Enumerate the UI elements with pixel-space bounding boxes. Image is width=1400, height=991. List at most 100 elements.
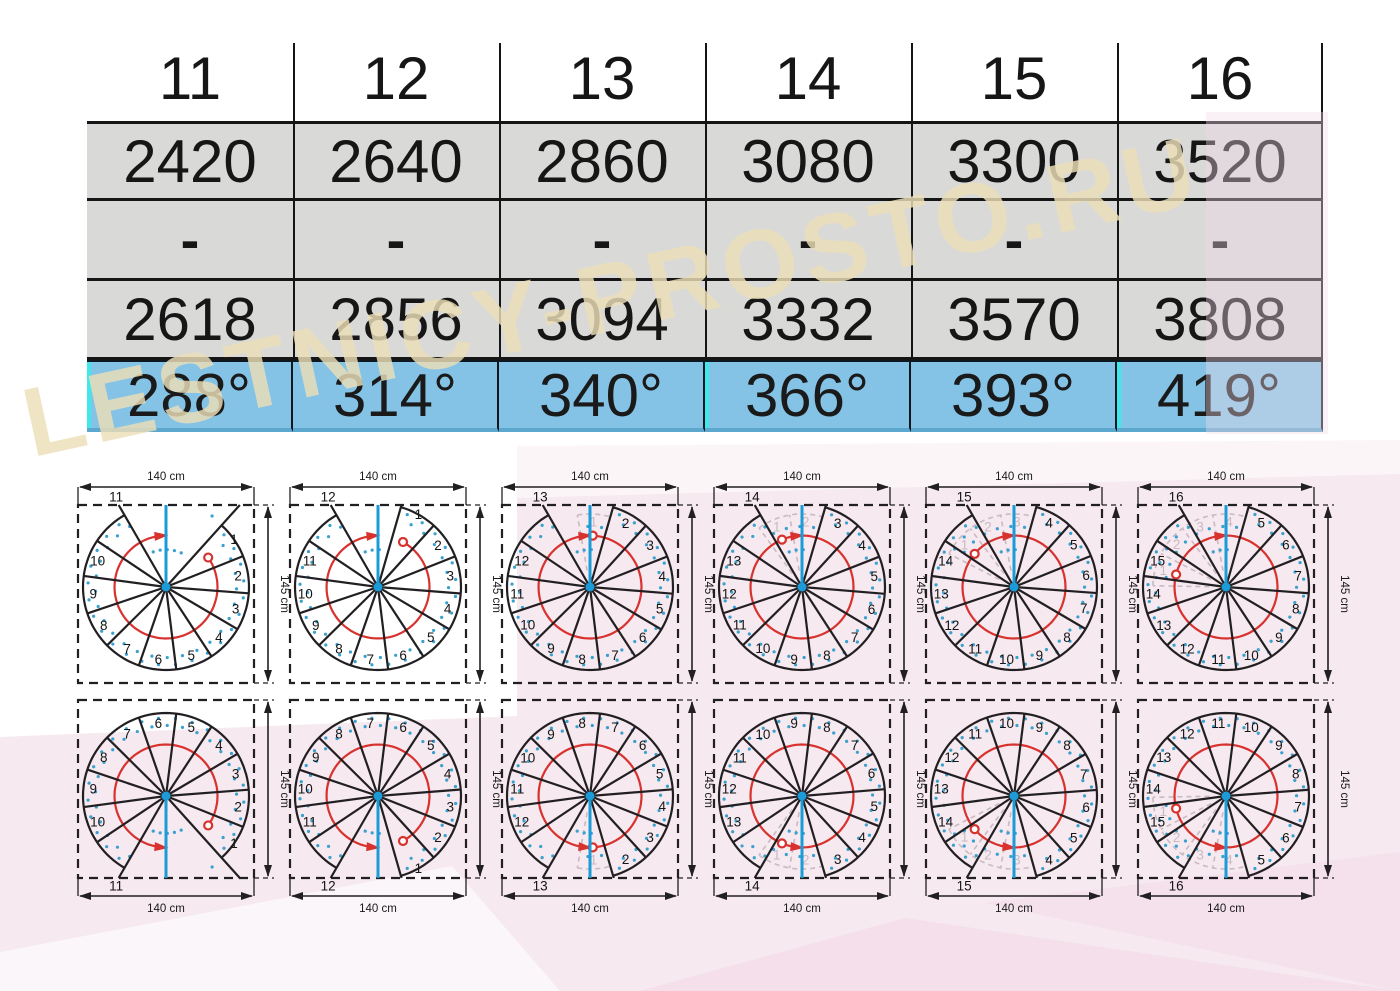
svg-text:5: 5	[871, 799, 879, 814]
table-cell-height-min: 3300	[947, 127, 1081, 195]
svg-text:8: 8	[823, 648, 831, 663]
svg-text:6: 6	[1282, 538, 1290, 553]
rotation-value: 288°	[126, 361, 252, 429]
svg-text:140 cm: 140 cm	[571, 471, 609, 483]
svg-text:10: 10	[520, 750, 535, 765]
svg-text:140 cm: 140 cm	[147, 471, 185, 483]
table-row-separator: - - - - - -	[87, 201, 1323, 278]
svg-text:1: 1	[230, 532, 238, 547]
svg-text:3: 3	[446, 569, 454, 584]
hidden-steps: 1	[576, 513, 611, 571]
svg-text:13: 13	[1156, 618, 1171, 633]
svg-text:1: 1	[961, 537, 969, 552]
svg-text:12: 12	[1180, 641, 1195, 656]
table-row-height-max: 2618 2856 3094 3332 3570 3808	[87, 281, 1323, 357]
table-cell-height-min: 2640	[329, 127, 463, 195]
svg-text:6: 6	[399, 720, 407, 735]
svg-text:14: 14	[745, 489, 761, 504]
svg-text:3: 3	[646, 538, 654, 553]
table-cell-rotation: 393°	[911, 360, 1117, 432]
svg-text:12: 12	[944, 750, 959, 765]
rotation-value: 314°	[332, 361, 458, 429]
svg-text:13: 13	[934, 781, 949, 796]
svg-text:145 cm: 145 cm	[1338, 770, 1350, 808]
svg-text:9: 9	[1036, 648, 1044, 663]
table-cell-dash: -	[1004, 208, 1024, 271]
svg-text:8: 8	[578, 716, 586, 731]
svg-text:4: 4	[858, 830, 866, 845]
svg-text:11: 11	[510, 782, 524, 797]
svg-text:11: 11	[733, 750, 747, 765]
svg-text:8: 8	[578, 652, 586, 667]
svg-text:5: 5	[427, 738, 435, 753]
svg-text:140 cm: 140 cm	[359, 471, 397, 483]
svg-text:7: 7	[611, 648, 619, 663]
rotation-value: 419°	[1156, 361, 1282, 429]
svg-text:2: 2	[434, 538, 442, 553]
svg-text:10: 10	[999, 716, 1014, 731]
svg-text:10: 10	[90, 554, 105, 569]
svg-text:3: 3	[446, 799, 454, 814]
svg-text:8: 8	[1292, 767, 1300, 782]
svg-text:5: 5	[871, 569, 879, 584]
svg-text:2: 2	[234, 568, 242, 583]
table-cell-rotation: 340°	[499, 360, 705, 432]
svg-text:140 cm: 140 cm	[995, 903, 1033, 915]
svg-text:7: 7	[611, 720, 619, 735]
svg-text:10: 10	[1244, 648, 1259, 663]
svg-text:15: 15	[957, 879, 972, 894]
rotation-value: 366°	[744, 361, 870, 429]
svg-text:7: 7	[1294, 568, 1302, 583]
svg-text:140 cm: 140 cm	[783, 903, 821, 915]
svg-text:12: 12	[321, 879, 336, 894]
svg-text:2: 2	[622, 852, 630, 867]
svg-text:3: 3	[232, 767, 240, 782]
svg-text:13: 13	[726, 554, 741, 569]
spec-table: 11 12 13 14 15 16 2420 2640 2860 3080 33…	[87, 35, 1323, 432]
table-row-step-counts: 11 12 13 14 15 16	[87, 35, 1323, 121]
svg-text:8: 8	[335, 641, 343, 656]
svg-text:140 cm: 140 cm	[1207, 903, 1245, 915]
svg-text:7: 7	[367, 716, 375, 731]
svg-text:14: 14	[745, 879, 761, 894]
svg-text:10: 10	[755, 641, 770, 656]
svg-text:140 cm: 140 cm	[1207, 471, 1245, 483]
table-cell-steps: 14	[774, 44, 842, 112]
svg-text:7: 7	[367, 652, 375, 667]
table-cell-height-min: 3520	[1153, 127, 1287, 195]
svg-text:10: 10	[755, 727, 770, 742]
svg-text:5: 5	[1257, 852, 1265, 867]
svg-text:10: 10	[999, 652, 1014, 667]
svg-text:11: 11	[968, 727, 982, 742]
center-pole	[161, 505, 171, 592]
cyan-accent	[1117, 362, 1121, 428]
svg-text:11: 11	[109, 489, 123, 504]
svg-text:6: 6	[155, 716, 163, 731]
svg-text:13: 13	[533, 879, 548, 894]
svg-text:10: 10	[1244, 720, 1259, 735]
svg-text:12: 12	[944, 618, 959, 633]
svg-text:8: 8	[823, 720, 831, 735]
table-cell-dash: -	[386, 208, 406, 271]
svg-text:140 cm: 140 cm	[359, 903, 397, 915]
svg-text:9: 9	[312, 750, 320, 765]
svg-text:14: 14	[938, 554, 954, 569]
svg-text:8: 8	[100, 750, 108, 765]
svg-text:9: 9	[90, 586, 98, 601]
svg-text:2: 2	[434, 830, 442, 845]
svg-text:11: 11	[109, 879, 123, 894]
table-cell-height-min: 2860	[535, 127, 669, 195]
svg-text:5: 5	[187, 720, 195, 735]
svg-text:11: 11	[733, 618, 747, 633]
table-cell-dash: -	[1210, 208, 1230, 271]
svg-text:12: 12	[321, 489, 336, 504]
svg-text:4: 4	[858, 538, 866, 553]
svg-text:140 cm: 140 cm	[147, 903, 185, 915]
svg-text:4: 4	[444, 766, 452, 781]
table-cell-steps: 16	[1186, 44, 1254, 112]
